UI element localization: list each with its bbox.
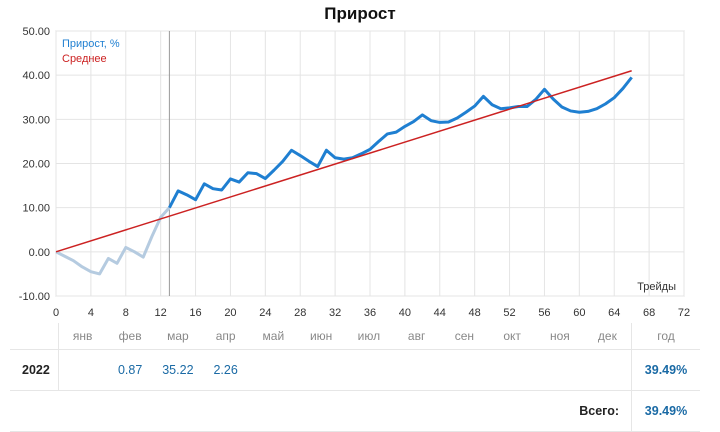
x-tick-label: 24 — [259, 307, 271, 319]
row-year: 2022 — [10, 349, 59, 391]
year-total-header: год — [631, 323, 700, 350]
total-value: 39.49% — [631, 390, 700, 432]
y-tick-label: -10.00 — [19, 291, 50, 303]
x-tick-label: 60 — [573, 307, 585, 319]
month-header: мар — [154, 323, 202, 350]
month-header: сен — [440, 323, 489, 350]
month-value: 2.26 — [201, 349, 250, 391]
month-header: авг — [392, 323, 441, 350]
x-tick-label: 64 — [608, 307, 620, 319]
y-tick-label: 50.00 — [22, 26, 50, 38]
growth-series-line — [168, 76, 633, 209]
x-tick-label: 68 — [643, 307, 655, 319]
total-row: Всего: 39.49% — [10, 390, 700, 432]
month-value — [536, 349, 584, 391]
x-tick-label: 52 — [503, 307, 515, 319]
month-header: ноя — [536, 323, 584, 350]
x-tick-label: 32 — [329, 307, 341, 319]
x-tick-label: 56 — [538, 307, 550, 319]
legend-entry-growth: Прирост, % — [62, 38, 120, 50]
month-value — [583, 349, 632, 391]
month-header: май — [249, 323, 298, 350]
month-header: окт — [488, 323, 536, 350]
x-tick-label: 0 — [53, 307, 59, 319]
month-value — [392, 349, 441, 391]
month-value — [58, 349, 107, 391]
month-header: дек — [583, 323, 632, 350]
x-tick-label: 8 — [123, 307, 129, 319]
month-value — [345, 349, 393, 391]
monthly-table: янв фев мар апр май июн июл авг сен окт … — [10, 323, 700, 432]
year-total-value: 39.49% — [631, 349, 700, 391]
month-header: фев — [106, 323, 154, 350]
x-tick-label: 12 — [155, 307, 167, 319]
month-value — [488, 349, 536, 391]
months-header-row: янв фев мар апр май июн июл авг сен окт … — [10, 323, 700, 350]
x-tick-label: 72 — [678, 307, 690, 319]
y-tick-label: 40.00 — [22, 70, 50, 82]
table-row: 2022 0.87 35.22 2.26 39.49% — [10, 349, 700, 391]
x-tick-label: 4 — [88, 307, 94, 319]
y-tick-label: 30.00 — [22, 114, 50, 126]
month-value — [440, 349, 489, 391]
month-value — [297, 349, 345, 391]
legend-entry-average: Среднее — [62, 53, 107, 65]
month-header: июн — [297, 323, 345, 350]
year-column-header — [10, 323, 59, 350]
y-tick-label: 0.00 — [29, 247, 50, 259]
total-label: Всего: — [10, 390, 632, 432]
x-axis-label: Трейды — [637, 281, 676, 293]
month-header: июл — [345, 323, 393, 350]
y-tick-label: 20.00 — [22, 159, 50, 171]
month-value: 0.87 — [106, 349, 154, 391]
x-tick-label: 44 — [434, 307, 446, 319]
x-tick-label: 48 — [469, 307, 481, 319]
month-header: апр — [201, 323, 250, 350]
month-value: 35.22 — [154, 349, 202, 391]
x-tick-label: 36 — [364, 307, 376, 319]
growth-series-line-history — [55, 206, 171, 276]
x-tick-label: 28 — [294, 307, 306, 319]
x-tick-label: 20 — [224, 307, 236, 319]
month-value — [249, 349, 298, 391]
x-tick-label: 16 — [189, 307, 201, 319]
average-series-line — [55, 70, 632, 253]
month-header: янв — [58, 323, 107, 350]
chart-title: Прирост — [324, 4, 396, 23]
y-tick-label: 10.00 — [22, 203, 50, 215]
x-tick-label: 40 — [399, 307, 411, 319]
